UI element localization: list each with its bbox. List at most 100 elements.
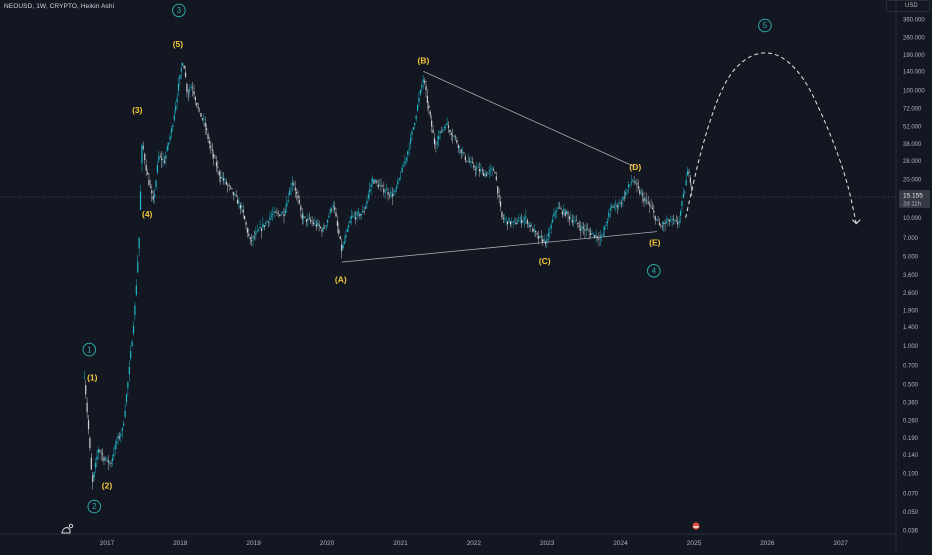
candle-body: [425, 86, 427, 90]
candle-body: [672, 219, 675, 221]
price-tick-label: 0.140: [903, 453, 919, 459]
candle-body: [220, 176, 222, 179]
candle-body: [689, 177, 691, 183]
cycle-wave-circle: [87, 499, 102, 514]
candle-body: [654, 216, 656, 221]
candle-body: [248, 234, 250, 236]
candle-body: [144, 153, 146, 161]
candle-body: [162, 158, 164, 160]
candle-body: [155, 180, 157, 188]
candle-body: [225, 181, 227, 185]
candle-body: [609, 208, 611, 211]
candle-body: [376, 181, 378, 183]
candle-body: [222, 178, 225, 181]
candle-body: [272, 214, 274, 215]
candle-body: [138, 237, 140, 249]
time-axis[interactable]: 2017 2018 2019 2020 2021 2022 2023 2024 2025 2026…: [100, 540, 848, 547]
candle-body: [280, 214, 282, 216]
candle-body: [156, 165, 159, 173]
time-tick-label: 2027: [833, 540, 848, 547]
candle-body: [485, 174, 488, 176]
candle-body: [613, 206, 616, 207]
candle-body: [449, 129, 451, 133]
candle-body: [660, 225, 662, 227]
candle-body: [269, 217, 271, 220]
candle-body: [498, 195, 500, 197]
candle-body: [343, 241, 346, 244]
currency-selector[interactable]: [886, 0, 930, 12]
candle-body: [380, 185, 382, 186]
candle-body: [241, 206, 243, 208]
candle-body: [619, 202, 621, 204]
candle-body: [564, 212, 566, 216]
candle-body: [640, 193, 642, 194]
candle-body: [258, 230, 260, 231]
candle-body: [266, 221, 268, 222]
candle-body: [571, 220, 573, 223]
candles-group: [83, 62, 693, 490]
candle-body: [325, 225, 327, 227]
price-axis[interactable]: 360.000 260.000 190.000 140.000 100.000 72.00…: [903, 17, 925, 534]
candle-body: [355, 217, 357, 220]
candle-body: [131, 341, 133, 347]
candle-body: [252, 236, 254, 239]
candle-body: [328, 215, 330, 218]
time-tick-label: 2020: [320, 540, 335, 547]
candle-body: [674, 220, 676, 221]
candle-body: [457, 145, 459, 148]
candle-body: [303, 216, 305, 218]
candle-body: [200, 112, 202, 117]
candle-body: [199, 108, 201, 110]
price-tick-label: 72.000: [903, 107, 922, 113]
time-tick-label: 2018: [173, 540, 188, 547]
candle-body: [314, 222, 316, 224]
cycle-wave-label: 1: [87, 345, 92, 354]
candle-body: [231, 188, 233, 190]
candle-body: [537, 236, 540, 239]
candle-body: [521, 220, 523, 223]
cycle-wave-label: 3: [177, 6, 182, 15]
price-tick-label: 3.600: [903, 273, 919, 279]
candle-body: [89, 437, 91, 449]
price-tick-label: 260.000: [903, 35, 925, 41]
candle-body: [214, 157, 216, 159]
candle-body: [305, 219, 308, 222]
candle-body: [284, 210, 286, 214]
candle-body: [633, 181, 635, 183]
candle-body: [398, 178, 400, 180]
candle-body: [97, 449, 99, 453]
candle-body: [670, 220, 672, 222]
candle-body: [165, 155, 167, 159]
candle-body: [350, 216, 353, 219]
candle-body: [276, 212, 278, 214]
earnings-marker-icon[interactable]: [692, 522, 700, 530]
candle-body: [623, 197, 625, 199]
candle-body: [634, 181, 637, 183]
candle-body: [117, 435, 119, 439]
elliott-wave-label: (4): [142, 209, 153, 219]
candle-body: [618, 205, 620, 207]
candle-body: [274, 211, 277, 213]
candle-body: [215, 162, 218, 167]
price-tick-label: 1.900: [903, 308, 919, 314]
candle-body: [653, 210, 655, 213]
candle-body: [304, 216, 306, 218]
candle-body: [602, 233, 604, 235]
candle-body: [324, 227, 326, 229]
candle-body: [308, 218, 310, 220]
candle-body: [294, 187, 296, 191]
candle-body: [529, 224, 531, 228]
candle-body: [518, 220, 520, 222]
candle-body: [649, 204, 651, 206]
price-tick-label: 20.000: [903, 178, 922, 184]
candle-body: [194, 97, 196, 101]
price-tick-label: 0.190: [903, 436, 919, 442]
candle-body: [170, 128, 173, 133]
candle-body: [204, 122, 206, 127]
candle-body: [113, 454, 115, 457]
candle-body: [90, 457, 92, 470]
candle-body: [616, 205, 618, 208]
currency-label[interactable]: USD: [905, 3, 918, 9]
